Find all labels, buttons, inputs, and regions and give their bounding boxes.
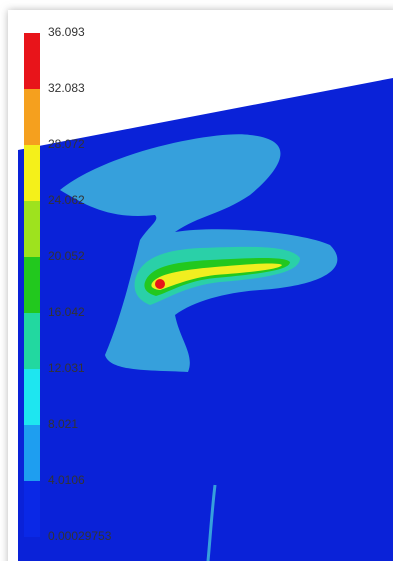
legend-label: 36.093 (48, 25, 85, 39)
legend-label: 24.062 (48, 193, 85, 207)
legend-label: 20.052 (48, 249, 85, 263)
stress-peak (155, 279, 165, 289)
legend-band (24, 369, 40, 425)
legend-band (24, 201, 40, 257)
legend-band (24, 89, 40, 145)
legend-label: 0.00029753 (48, 529, 112, 543)
legend-band (24, 425, 40, 481)
legend-label: 32.083 (48, 81, 85, 95)
legend-band (24, 481, 40, 537)
legend-label: 8.021 (48, 417, 78, 431)
legend-label: 4.0106 (48, 473, 85, 487)
legend-band (24, 313, 40, 369)
legend-band (24, 257, 40, 313)
legend-band (24, 145, 40, 201)
legend-label: 28.072 (48, 137, 85, 151)
legend-label: 12.031 (48, 361, 85, 375)
legend-label: 16.042 (48, 305, 85, 319)
screenshot: 36.093 32.083 28.072 24.062 20.052 16.042 12.0… (0, 0, 393, 561)
legend-band (24, 33, 40, 89)
